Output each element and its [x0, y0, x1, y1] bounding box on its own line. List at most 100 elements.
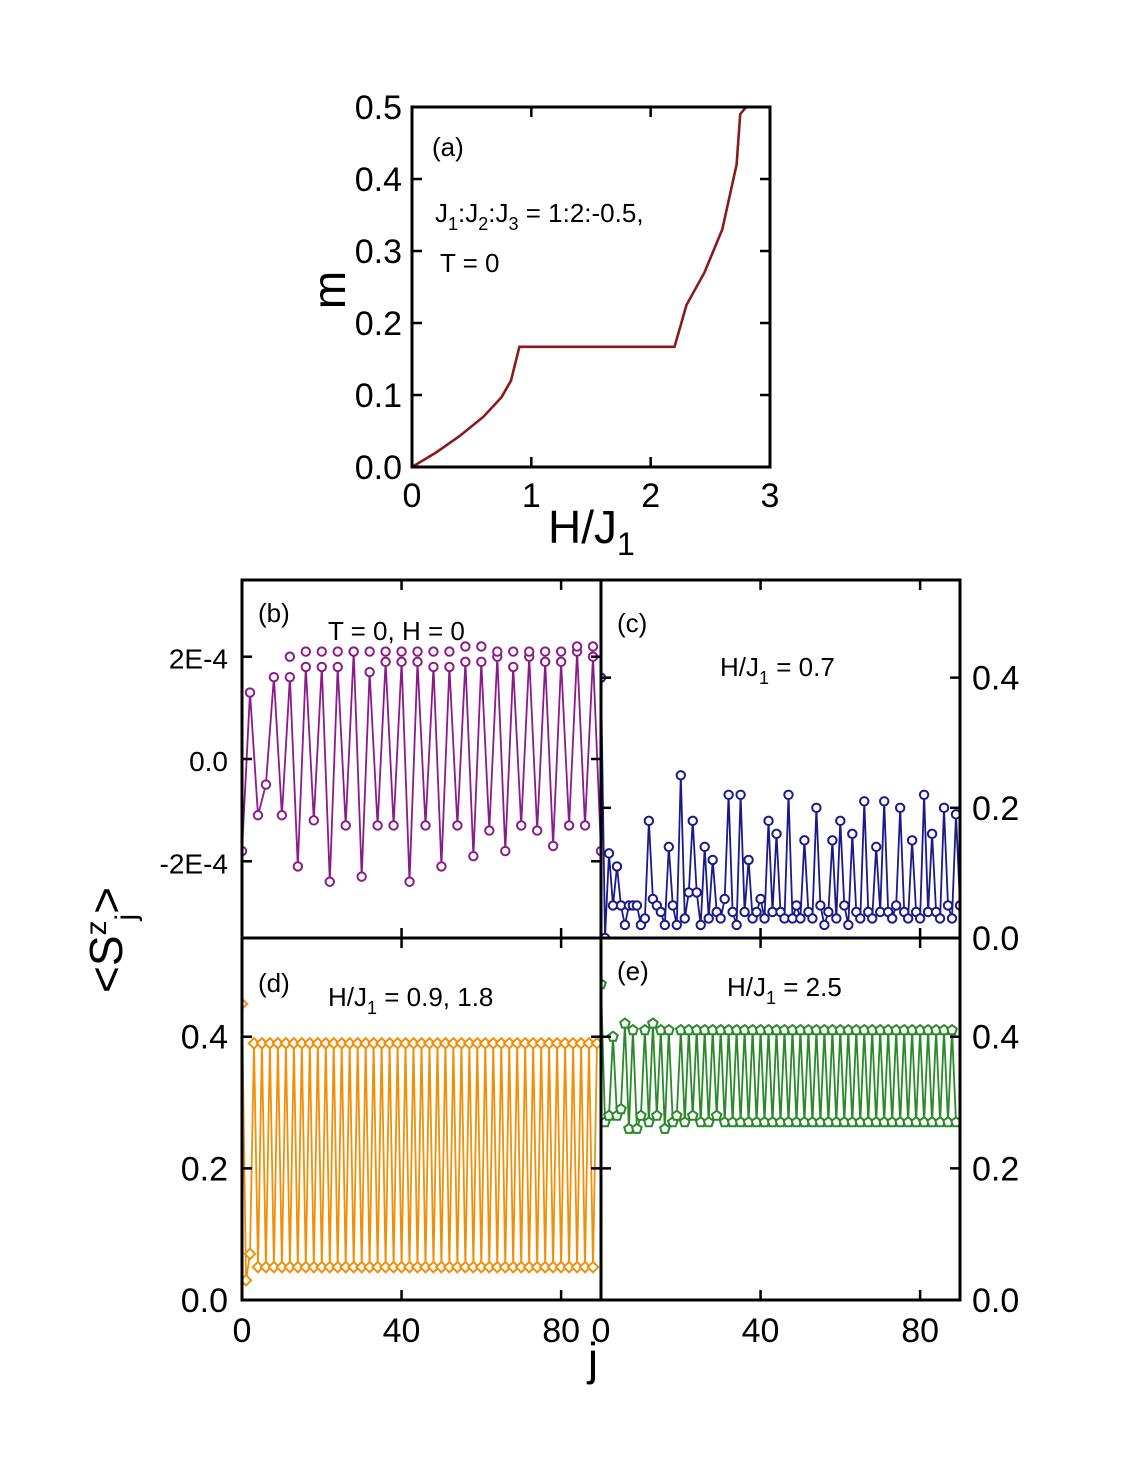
panel-c-point — [727, 906, 738, 918]
panel-c-point — [719, 893, 730, 905]
panel-c-point — [643, 815, 655, 827]
panel-c-label: (c) — [617, 608, 647, 638]
panel-c-point — [715, 913, 726, 924]
panel-c-point — [659, 919, 671, 931]
panel-b-annotation: T = 0, H = 0 — [328, 616, 465, 646]
panel-c-point — [795, 913, 806, 924]
panel-c-point — [751, 906, 762, 918]
panel-c-point — [831, 913, 842, 924]
panel-d-xtick-label: 0 — [233, 1312, 252, 1350]
panel-b-peak-point — [300, 646, 312, 657]
panel-b-line — [242, 651, 601, 882]
panel-e-point — [662, 1023, 675, 1036]
panel-c-point — [871, 841, 882, 853]
panel-b-point — [500, 845, 511, 857]
panel-b-point — [516, 820, 527, 831]
panel-c-point — [946, 913, 958, 924]
panel-c-point — [743, 854, 754, 866]
panel-c-point — [667, 900, 678, 911]
panel-b-point — [388, 820, 399, 831]
panel-e-point — [619, 1017, 631, 1029]
panel-a-ylabel: m — [303, 271, 355, 309]
panel-b-point — [380, 656, 391, 668]
panel-b-peak-point — [364, 646, 375, 657]
panel-c-point — [926, 828, 938, 840]
panel-b-point — [244, 687, 256, 698]
panel-e-point — [650, 1109, 663, 1121]
panel-b-ytick-label: 2E-4 — [169, 644, 228, 675]
panel-b-point — [613, 826, 621, 834]
panel-b-point — [531, 825, 543, 836]
panel-c-point — [691, 887, 702, 898]
panel-c-point — [934, 913, 946, 924]
panel-b-point — [268, 671, 280, 683]
panel-e-point — [678, 1116, 691, 1128]
panel-c-point — [938, 802, 950, 814]
panel-c-point — [918, 789, 930, 800]
panel-d-point — [586, 1260, 600, 1274]
panel-b-point — [444, 661, 455, 673]
panel-c-point — [763, 815, 774, 827]
panel-b-point — [563, 820, 575, 831]
panel-a-xlabel: H/J1 — [548, 501, 635, 562]
panel-b-point — [396, 656, 407, 668]
panel-c-point — [839, 900, 850, 911]
panel-d-series — [242, 997, 601, 1287]
panel-b-peak-point — [539, 646, 551, 657]
panel-c-point — [739, 906, 750, 918]
panel-c-point — [791, 900, 802, 911]
panel-e-xtick-label: 0 — [592, 1312, 611, 1350]
panel-b-peak-point — [412, 646, 423, 657]
panel-c-point — [835, 815, 846, 827]
panel-d-ytick-label: 0.2 — [181, 1150, 228, 1188]
panel-c-point — [859, 796, 870, 807]
panel-b-point — [436, 861, 447, 872]
panel-e-ytick-label: 0.2 — [972, 1150, 1019, 1188]
panel-c-point — [679, 913, 690, 924]
panel-b-peak-point — [380, 646, 391, 657]
panel-b-point — [547, 840, 559, 852]
panel-e-point — [607, 1030, 619, 1042]
panel-c-point — [950, 809, 960, 820]
panel-e-point — [646, 1017, 659, 1029]
panel-b-peak-point — [555, 646, 567, 657]
panel-e-point — [627, 1023, 639, 1036]
panel-e-point — [634, 1109, 647, 1121]
panel-b-point — [260, 779, 272, 790]
panel-c-point — [902, 913, 914, 924]
panel-c-point — [723, 789, 734, 800]
panel-c-ytick-label: 0.0 — [972, 920, 1019, 958]
panel-c-point — [675, 770, 686, 781]
panel-d-annotation: H/J1 = 0.9, 1.8 — [328, 982, 493, 1018]
panel-e-series — [601, 977, 960, 1134]
panel-c-frame — [599, 578, 962, 940]
panel-b-point — [508, 661, 519, 673]
panel-a-ytick-label: 0.4 — [355, 161, 402, 199]
panel-b-ytick-label: 0.0 — [189, 746, 228, 777]
panel-c-point — [942, 900, 954, 911]
panel-c-point — [914, 913, 926, 924]
panel-e-point — [670, 1109, 683, 1121]
panel-c-point — [843, 919, 854, 931]
panel-b-point — [555, 656, 567, 668]
panel-a-label: (a) — [432, 132, 464, 162]
panel-c-point — [755, 893, 766, 905]
panel-b-point — [316, 661, 327, 673]
panel-c-point — [631, 900, 643, 911]
panel-b-peak-point — [524, 646, 535, 657]
panel-c-point — [663, 841, 675, 853]
panel-a-ytick-label: 0.1 — [355, 377, 402, 415]
panel-a-ytick-label: 0.0 — [355, 449, 402, 487]
panel-c-point — [703, 913, 714, 924]
panel-b-point — [332, 661, 343, 673]
panel-d-point — [243, 1247, 257, 1261]
panel-b-point — [308, 815, 319, 826]
panel-b-point — [428, 661, 439, 673]
panel-e-point — [615, 1102, 627, 1115]
panel-d-ytick-label: 0.0 — [181, 1282, 228, 1320]
panel-a-xtick-label: 0 — [403, 477, 422, 515]
panel-c-point — [906, 835, 918, 846]
panel-c-point — [894, 802, 906, 814]
panel-b-peak-point — [476, 641, 487, 652]
